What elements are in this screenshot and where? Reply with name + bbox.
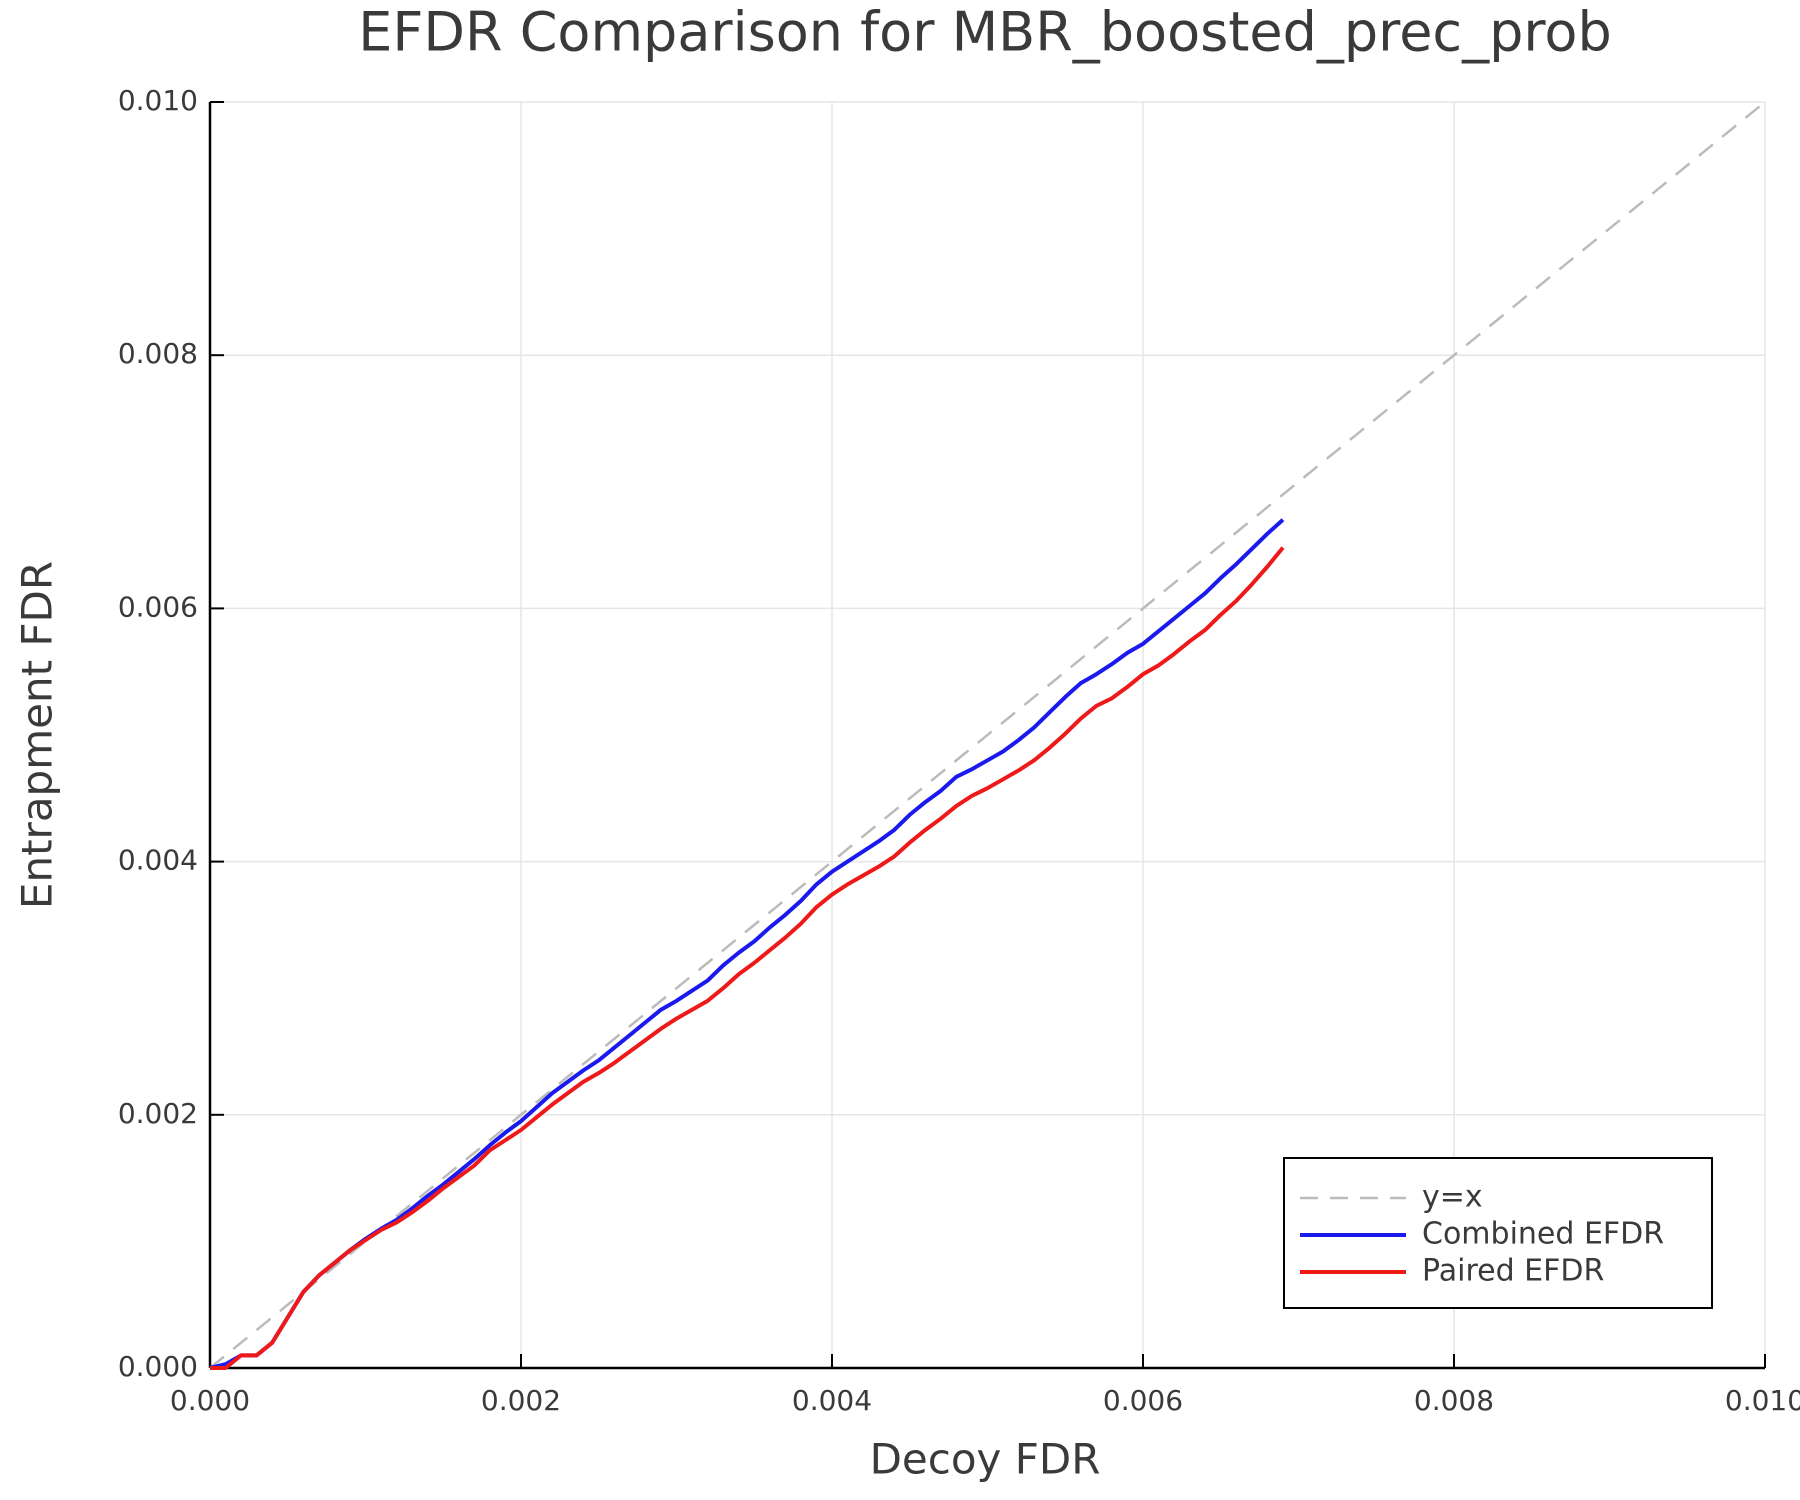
y-tick-label: 0.002 [118, 1097, 198, 1130]
x-tick-label: 0.006 [1103, 1384, 1183, 1417]
legend-label: Combined EFDR [1422, 1217, 1664, 1252]
legend-label: Paired EFDR [1422, 1254, 1604, 1289]
x-tick-label: 0.000 [170, 1384, 250, 1417]
legend-label: y=x [1422, 1180, 1483, 1215]
series-line [209, 518, 1285, 1370]
series-line [210, 546, 1285, 1370]
x-axis-label: Decoy FDR [870, 1435, 1101, 1484]
y-tick-label: 0.006 [118, 590, 198, 623]
y-tick-label: 0.008 [118, 337, 198, 370]
y-tick-label: 0.010 [118, 84, 198, 117]
chart-title: EFDR Comparison for MBR_boosted_prec_pro… [358, 1, 1611, 64]
x-tick-label: 0.002 [481, 1384, 561, 1417]
x-tick-label: 0.010 [1725, 1384, 1800, 1417]
y-axis-label: Entrapment FDR [13, 561, 62, 909]
x-tick-label: 0.004 [792, 1384, 872, 1417]
y-tick-label: 0.004 [118, 844, 198, 877]
series-line [209, 101, 1766, 1369]
x-tick-label: 0.008 [1414, 1384, 1494, 1417]
y-tick-label: 0.000 [118, 1350, 198, 1383]
